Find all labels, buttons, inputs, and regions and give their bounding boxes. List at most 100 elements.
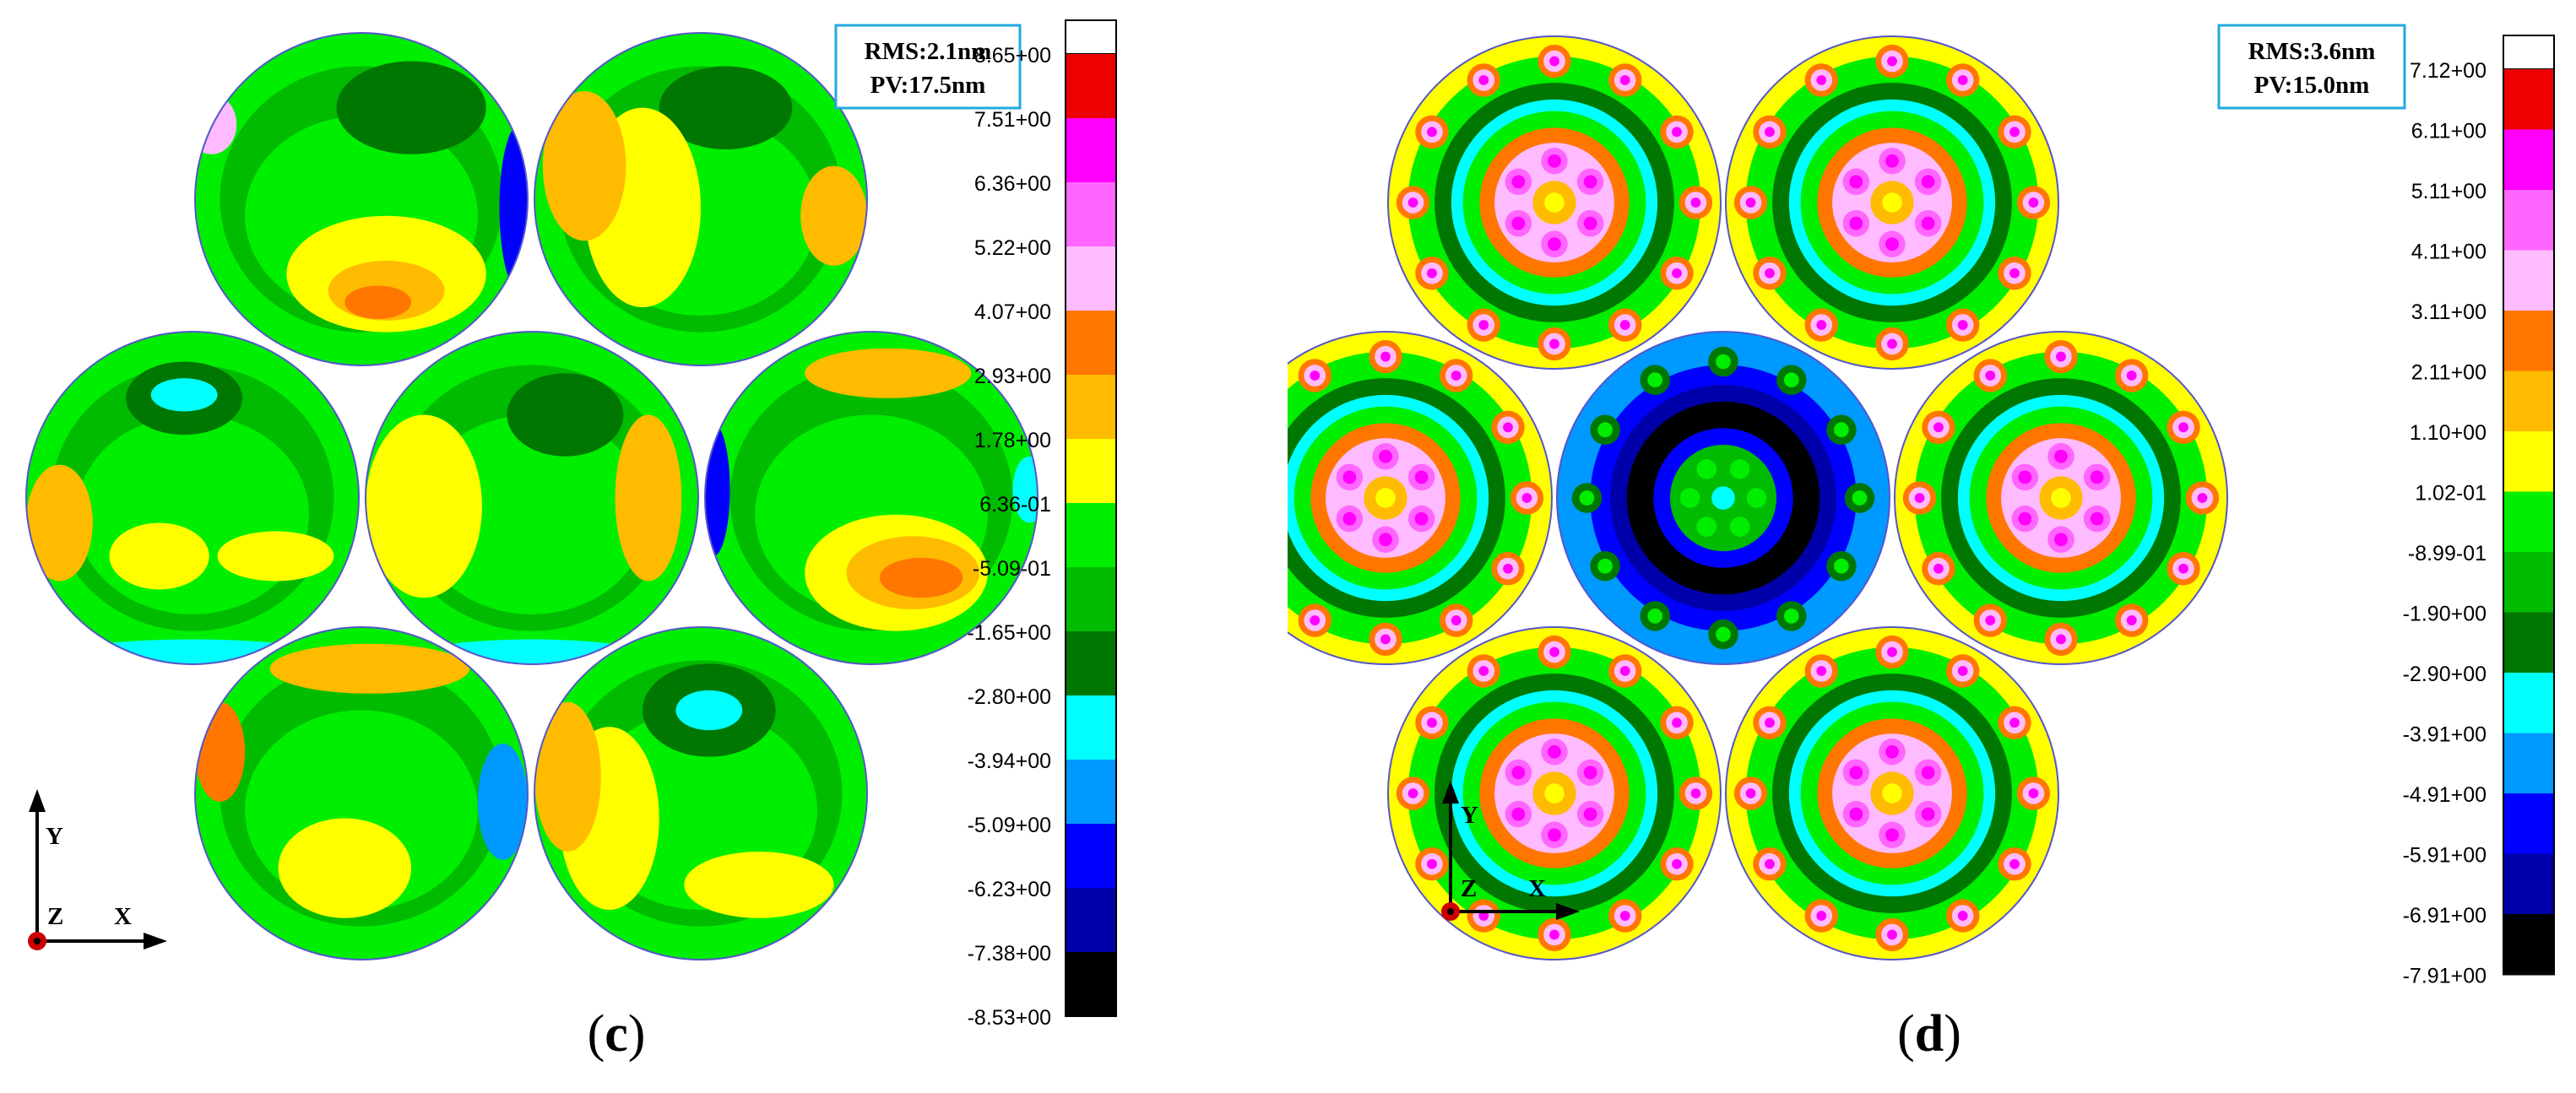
colorbar-tick-label: 7.51+00 xyxy=(974,108,1051,132)
y-arrow-icon xyxy=(1442,781,1459,804)
panel-d: RMS:3.6nm PV:15.0nm 7.12+00 6.11+00 5.11+0… xyxy=(1288,0,2576,1093)
colorbar-tick-label: -8.99-01 xyxy=(2408,542,2487,565)
colorbar-tick-label: 1.78+00 xyxy=(974,429,1051,452)
panel-label-c: (c) xyxy=(587,1005,646,1063)
rms-value: RMS:3.6nm xyxy=(2248,38,2376,65)
colorbar-swatch xyxy=(2503,371,2554,431)
mirror-segment xyxy=(26,332,359,664)
colorbar-tick-label: 3.11+00 xyxy=(2411,300,2487,324)
mirror-segment xyxy=(1557,332,1890,664)
colorbar-tick-label: -4.91+00 xyxy=(2403,783,2487,807)
color-legend: 7.12+00 6.11+00 5.11+00 4.11+00 3.11+00 2.11+… xyxy=(2403,35,2555,988)
colorbar-swatch xyxy=(1066,567,1116,631)
colorbar-swatch xyxy=(2503,190,2554,251)
surface-map-c: RMS:2.1nm PV:17.5nm 8.65+00 7.51+00 6.36+0… xyxy=(25,19,1117,1030)
colorbar-swatch xyxy=(2503,612,2554,673)
colorbar-tick-label: -2.90+00 xyxy=(2403,663,2487,686)
colorbar-tick-label: 6.36-01 xyxy=(979,493,1051,517)
colorbar-swatch xyxy=(1066,246,1116,311)
mirror-segment xyxy=(1288,332,1552,664)
colorbar-swatch xyxy=(2503,733,2554,793)
stats-box: RMS:2.1nm PV:17.5nm xyxy=(834,24,1022,110)
y-axis-label: Y xyxy=(1461,802,1478,829)
mirror-segment xyxy=(195,33,528,365)
colorbar-swatch xyxy=(1066,824,1116,888)
colorbar-tick-label: -6.91+00 xyxy=(2403,904,2487,928)
colorbar-tick-label: -3.91+00 xyxy=(2403,723,2487,747)
colorbar-swatch xyxy=(1066,952,1116,1016)
panel-label-d: (d) xyxy=(1897,1005,1961,1063)
x-axis-label: X xyxy=(114,903,132,930)
pv-value: PV:15.0nm xyxy=(2254,72,2370,99)
mirror-segment xyxy=(534,33,867,365)
pv-value: PV:17.5nm xyxy=(870,72,986,99)
colorbar-tick-label: 4.07+00 xyxy=(974,300,1051,324)
colorbar-tick-label: -1.90+00 xyxy=(2403,603,2487,626)
colorbar-tick-label: -7.38+00 xyxy=(968,942,1051,966)
colorbar-tick-label: 5.22+00 xyxy=(974,236,1051,260)
colorbar-swatch xyxy=(2503,552,2554,613)
colorbar-tick-label: 4.11+00 xyxy=(2411,241,2487,264)
colorbar-tick-label: 2.93+00 xyxy=(974,365,1051,388)
colorbar-tick-label: -1.65+00 xyxy=(968,621,1051,645)
colorbar-swatch xyxy=(2503,69,2554,130)
x-axis-label: X xyxy=(1528,875,1546,902)
panel-c: RMS:2.1nm PV:17.5nm 8.65+00 7.51+00 6.36+0… xyxy=(25,19,1117,1063)
colorbar-swatch xyxy=(1066,760,1116,824)
colorbar-tick-label: -5.09+00 xyxy=(968,814,1051,837)
colorbar-swatch xyxy=(2503,250,2554,311)
colorbar-tick-label: 8.65+00 xyxy=(974,44,1051,68)
colorbar-swatch xyxy=(1066,888,1116,952)
mirror-segment xyxy=(705,332,1038,664)
colorbar-swatch xyxy=(1066,182,1116,246)
colorbar-swatch xyxy=(2503,129,2554,190)
y-axis-label: Y xyxy=(46,823,63,850)
colorbar-swatch xyxy=(1066,375,1116,439)
mirror-segment xyxy=(1726,36,2058,369)
colorbar-swatch xyxy=(2503,914,2554,975)
z-axis-label: Z xyxy=(1461,875,1477,902)
colorbar-tick-label: -5.91+00 xyxy=(2403,844,2487,868)
coordinate-triad: Y Z X xyxy=(28,789,167,950)
colorbar-swatch xyxy=(2503,311,2554,371)
colorbar-tick-label: -6.23+00 xyxy=(968,878,1051,901)
rms-value: RMS:2.1nm xyxy=(865,38,992,65)
colorbar-swatch xyxy=(1066,631,1116,695)
mirror-segments xyxy=(25,32,1039,960)
y-arrow-icon xyxy=(29,789,46,812)
coordinate-triad: Y Z X xyxy=(1441,781,1580,921)
colorbar-swatch xyxy=(2503,431,2554,492)
colorbar-tick-label: 5.11+00 xyxy=(2411,180,2487,203)
colorbar-swatch xyxy=(2503,673,2554,733)
colorbar-swatch xyxy=(1066,54,1116,118)
colorbar-swatch xyxy=(2503,793,2554,854)
colorbar-tick-label: -7.91+00 xyxy=(2403,965,2487,988)
mirror-segment xyxy=(366,332,698,664)
colorbar-swatch xyxy=(1066,118,1116,182)
colorbar-swatch xyxy=(1066,503,1116,567)
colorbar-tick-label: 2.11+00 xyxy=(2411,361,2487,385)
mirror-segment xyxy=(195,627,528,960)
colorbar-tick-label: 1.10+00 xyxy=(2410,421,2487,445)
mirror-segment xyxy=(1895,332,2227,664)
colorbar-tick-label: -2.80+00 xyxy=(968,685,1051,709)
colorbar-swatch xyxy=(2503,491,2554,552)
x-arrow-icon xyxy=(1556,903,1580,920)
colorbar-swatch xyxy=(1066,311,1116,375)
color-legend: 8.65+00 7.51+00 6.36+00 5.22+00 4.07+00 2.93+… xyxy=(968,19,1117,1030)
z-axis-label: Z xyxy=(47,903,63,930)
colorbar-tick-label: 6.36+00 xyxy=(974,172,1051,196)
colorbar-tick-label: 6.11+00 xyxy=(2411,120,2487,143)
mirror-segment xyxy=(1726,627,2058,960)
colorbar-swatch xyxy=(1066,439,1116,503)
mirror-segments xyxy=(1288,35,2228,960)
colorbar-tick-label: 7.12+00 xyxy=(2410,59,2487,83)
colorbar-swatch xyxy=(2503,853,2554,914)
colorbar-tick-label: -3.94+00 xyxy=(968,749,1051,773)
colorbar-tick-label: 1.02-01 xyxy=(2415,482,2487,506)
colorbar-swatch xyxy=(1066,695,1116,760)
mirror-segment xyxy=(534,627,867,960)
surface-map-d: RMS:3.6nm PV:15.0nm 7.12+00 6.11+00 5.11+0… xyxy=(1288,24,2555,988)
colorbar-tick-label: -5.09-01 xyxy=(973,557,1051,581)
colorbar-tick-label: -8.53+00 xyxy=(968,1006,1051,1030)
